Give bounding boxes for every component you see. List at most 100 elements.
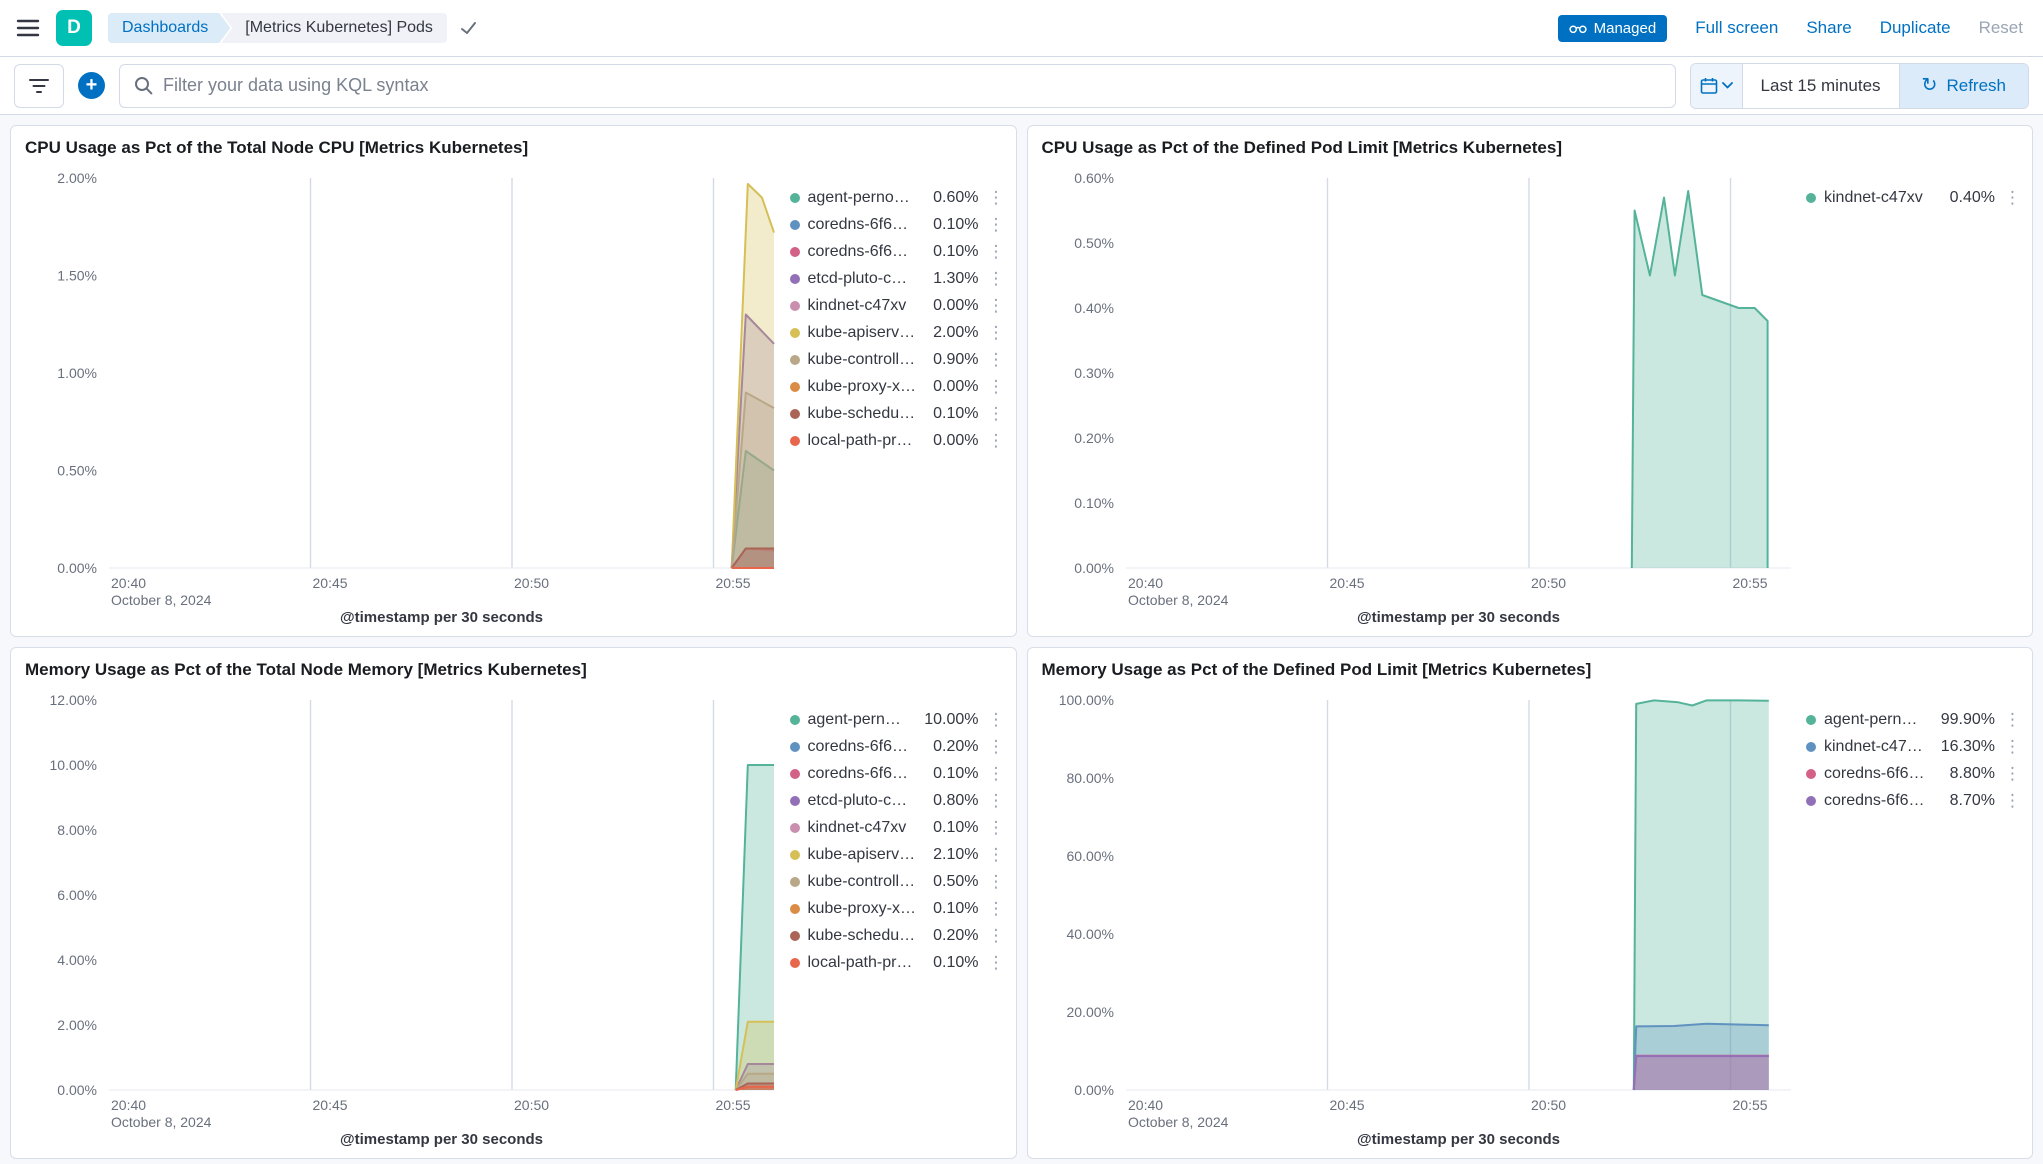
legend-options-icon[interactable]: ⋮ [987,215,1002,234]
legend-options-icon[interactable]: ⋮ [987,710,1002,729]
legend-item[interactable]: coredns-6f6… 8.70% ⋮ [1806,787,2018,814]
legend-label[interactable]: agent-pern… [1824,710,1918,728]
panel-title[interactable]: Memory Usage as Pct of the Total Node Me… [25,660,587,679]
legend-label[interactable]: kube-schedu… [807,926,916,944]
legend-item[interactable]: kindnet-c47xv 0.10% ⋮ [789,814,1002,841]
legend-item[interactable]: kube-schedu… 0.20% ⋮ [789,922,1002,949]
legend-item[interactable]: coredns-6f6… 8.80% ⋮ [1806,760,2018,787]
managed-badge[interactable]: Managed [1557,14,1668,42]
legend-item[interactable]: local-path-pr… 0.00% ⋮ [789,427,1002,454]
breadcrumb-dashboards[interactable]: Dashboards [108,13,230,43]
legend-item[interactable]: agent-perno… 0.60% ⋮ [789,184,1002,211]
breadcrumb-current-dashboard[interactable]: [Metrics Kubernetes] Pods [221,13,447,43]
legend-item[interactable]: kindnet-c47xv 0.40% ⋮ [1806,184,2018,211]
legend-options-icon[interactable]: ⋮ [2004,188,2018,207]
legend-options-icon[interactable]: ⋮ [987,764,1002,783]
legend-item[interactable]: kube-proxy-x… 0.00% ⋮ [789,373,1002,400]
time-range-display[interactable]: Last 15 minutes [1760,75,1881,95]
legend-options-icon[interactable]: ⋮ [987,323,1002,342]
legend-label[interactable]: kube-apiserv… [807,323,916,341]
chart-plot-area[interactable]: 0.00% 0.10% 0.20% 0.30% 0.40% 0.50% 0.60% 20:40… [1042,164,1801,630]
chart-plot-area[interactable]: 0.00% 2.00% 4.00% 6.00% 8.00% 10.00% 12.00% 20:… [25,686,784,1152]
refresh-button[interactable]: ↻ Refresh [1898,63,2028,108]
legend-item[interactable]: local-path-pr… 0.10% ⋮ [789,949,1002,976]
legend-options-icon[interactable]: ⋮ [987,350,1002,369]
legend-label[interactable]: agent-perno… [807,188,910,206]
legend-item[interactable]: coredns-6f6… 0.10% ⋮ [789,238,1002,265]
panel-title[interactable]: Memory Usage as Pct of the Defined Pod L… [1041,660,1592,679]
panel-title[interactable]: CPU Usage as Pct of the Defined Pod Limi… [1041,138,1562,157]
legend-item[interactable]: agent-pern… 99.90% ⋮ [1806,706,2018,733]
legend-item[interactable]: kindnet-c47xv 0.00% ⋮ [789,292,1002,319]
legend-label[interactable]: local-path-pr… [807,953,913,971]
legend-options-icon[interactable]: ⋮ [987,818,1002,837]
legend-options-icon[interactable]: ⋮ [987,926,1002,945]
kql-search-bar[interactable] [119,63,1676,108]
panel-title[interactable]: CPU Usage as Pct of the Total Node CPU [… [25,138,529,157]
legend-item[interactable]: coredns-6f6… 0.10% ⋮ [789,760,1002,787]
legend-item[interactable]: agent-pern… 10.00% ⋮ [789,706,1002,733]
legend-options-icon[interactable]: ⋮ [987,737,1002,756]
legend-label[interactable]: coredns-6f6… [1824,764,1925,782]
legend-options-icon[interactable]: ⋮ [987,845,1002,864]
legend-label[interactable]: coredns-6f6… [1824,791,1925,809]
legend-options-icon[interactable]: ⋮ [987,899,1002,918]
legend-label[interactable]: kube-proxy-x… [807,899,916,917]
legend-item[interactable]: kindnet-c47… 16.30% ⋮ [1806,733,2018,760]
legend-item[interactable]: kube-schedu… 0.10% ⋮ [789,400,1002,427]
legend-options-icon[interactable]: ⋮ [987,188,1002,207]
legend-item[interactable]: etcd-pluto-c… 1.30% ⋮ [789,265,1002,292]
legend-label[interactable]: kube-proxy-x… [807,377,916,395]
legend-label[interactable]: etcd-pluto-c… [807,791,908,809]
kql-search-input[interactable] [163,75,1675,96]
space-avatar[interactable]: D [56,10,92,46]
legend-label[interactable]: kube-controll… [807,872,916,890]
filters-button[interactable] [14,63,64,108]
legend-item[interactable]: kube-apiserv… 2.00% ⋮ [789,319,1002,346]
legend-label[interactable]: kube-apiserv… [807,845,916,863]
legend-item[interactable]: kube-proxy-x… 0.10% ⋮ [789,895,1002,922]
reset-button[interactable]: Reset [1978,18,2023,37]
legend-label[interactable]: coredns-6f6… [807,215,909,233]
legend-label[interactable]: kube-controll… [807,350,916,368]
legend-options-icon[interactable]: ⋮ [987,953,1002,972]
share-button[interactable]: Share [1806,18,1852,37]
legend-label[interactable]: coredns-6f6… [807,242,909,260]
legend-options-icon[interactable]: ⋮ [2004,764,2018,783]
legend-item[interactable]: kube-apiserv… 2.10% ⋮ [789,841,1002,868]
legend-options-icon[interactable]: ⋮ [987,296,1002,315]
legend-options-icon[interactable]: ⋮ [987,242,1002,261]
legend-options-icon[interactable]: ⋮ [987,269,1002,288]
legend-label[interactable]: kindnet-c47xv [1824,188,1923,206]
legend-label[interactable]: kindnet-c47… [1824,737,1923,755]
legend-item[interactable]: etcd-pluto-c… 0.80% ⋮ [789,787,1002,814]
legend-label[interactable]: kindnet-c47xv [807,818,907,836]
legend-label[interactable]: coredns-6f6… [807,737,909,755]
legend-item[interactable]: kube-controll… 0.90% ⋮ [789,346,1002,373]
check-icon[interactable] [459,20,478,36]
legend-label[interactable]: coredns-6f6… [807,764,909,782]
legend-options-icon[interactable]: ⋮ [987,404,1002,423]
legend-options-icon[interactable]: ⋮ [2004,791,2018,810]
legend-options-icon[interactable]: ⋮ [987,431,1002,450]
legend-label[interactable]: etcd-pluto-c… [807,269,908,287]
legend-label[interactable]: agent-pern… [807,710,901,728]
legend-item[interactable]: kube-controll… 0.50% ⋮ [789,868,1002,895]
legend-item[interactable]: coredns-6f6… 0.20% ⋮ [789,733,1002,760]
add-filter-icon[interactable]: + [78,72,105,99]
legend-item[interactable]: coredns-6f6… 0.10% ⋮ [789,211,1002,238]
legend-options-icon[interactable]: ⋮ [2004,737,2018,756]
date-quick-select-button[interactable] [1690,63,1743,108]
legend-label[interactable]: local-path-pr… [807,431,913,449]
menu-icon[interactable] [16,18,40,38]
legend-label[interactable]: kube-schedu… [807,404,916,422]
legend-options-icon[interactable]: ⋮ [987,791,1002,810]
legend-label[interactable]: kindnet-c47xv [807,296,907,314]
legend-options-icon[interactable]: ⋮ [987,872,1002,891]
legend-options-icon[interactable]: ⋮ [987,377,1002,396]
legend-options-icon[interactable]: ⋮ [2004,710,2018,729]
duplicate-button[interactable]: Duplicate [1879,18,1951,37]
chart-plot-area[interactable]: 0.00% 20.00% 40.00% 60.00% 80.00% 100.00% 20:4… [1042,686,1801,1152]
full-screen-button[interactable]: Full screen [1695,18,1779,37]
chart-plot-area[interactable]: 0.00% 0.50% 1.00% 1.50% 2.00% 20:40 October 8,… [25,164,784,630]
